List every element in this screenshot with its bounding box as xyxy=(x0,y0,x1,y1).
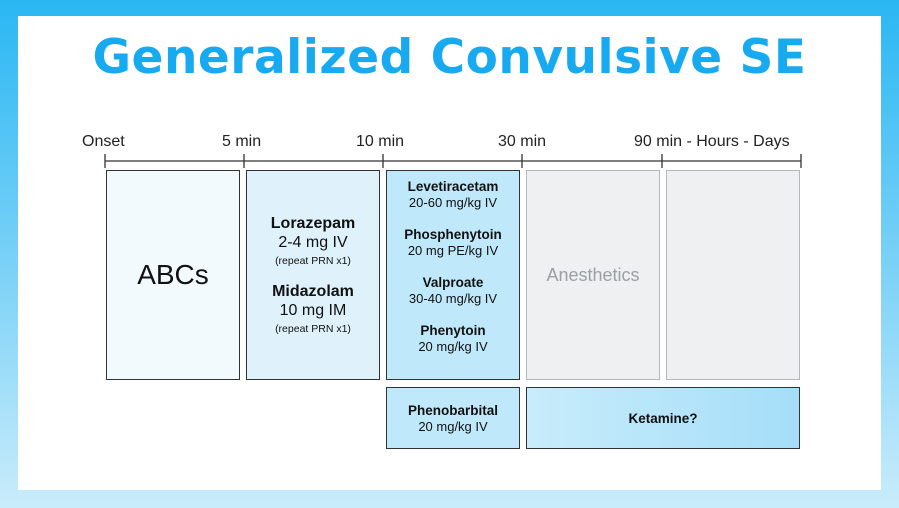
abcs-box: ABCs xyxy=(106,170,240,380)
valproate-group: Valproate 30-40 mg/kg IV xyxy=(409,275,497,306)
page-title: Generalized Convulsive SE xyxy=(92,30,807,85)
drug-name: Phosphenytoin xyxy=(404,227,502,242)
second-line-box: Levetiracetam 20-60 mg/kg IV Phosphenyto… xyxy=(386,170,520,380)
phosphenytoin-group: Phosphenytoin 20 mg PE/kg IV xyxy=(404,227,502,258)
drug-dose: 30-40 mg/kg IV xyxy=(408,291,498,306)
prolonged-box xyxy=(666,170,800,380)
first-line-box: Lorazepam 2-4 mg IV (repeat PRN x1) Mida… xyxy=(246,170,380,380)
lorazepam-group: Lorazepam 2-4 mg IV (repeat PRN x1) xyxy=(271,215,355,267)
drug-name: Levetiracetam xyxy=(407,179,499,194)
drug-dose: 10 mg IM xyxy=(279,302,347,319)
drug-note: (repeat PRN x1) xyxy=(275,323,351,335)
tick-label-5min: 5 min xyxy=(222,133,262,150)
drug-dose: 2-4 mg IV xyxy=(278,234,348,251)
drug-dose: 20 mg/kg IV xyxy=(418,339,488,354)
phenytoin-group: Phenytoin 20 mg/kg IV xyxy=(418,323,487,354)
anesthetics-box: Anesthetics xyxy=(526,170,660,380)
drug-dose: 20-60 mg/kg IV xyxy=(408,195,498,210)
phenobarbital-box: Phenobarbital 20 mg/kg IV xyxy=(386,387,520,449)
tick-label-onset: Onset xyxy=(82,133,125,150)
tick-label-30min: 30 min xyxy=(498,133,547,150)
levetiracetam-group: Levetiracetam 20-60 mg/kg IV xyxy=(408,179,499,210)
drug-note: (repeat PRN x1) xyxy=(275,255,351,267)
drug-name: Lorazepam xyxy=(270,215,356,232)
drug-name: Phenobarbital xyxy=(407,402,498,418)
drug-name: Valproate xyxy=(422,275,484,290)
abcs-label: ABCs xyxy=(137,259,209,290)
midazolam-group: Midazolam 10 mg IM (repeat PRN x1) xyxy=(272,283,354,335)
ketamine-box: Ketamine? xyxy=(526,387,800,449)
drug-dose: 20 mg PE/kg IV xyxy=(407,243,499,258)
drug-name: Midazolam xyxy=(272,283,354,300)
anesthetics-label: Anesthetics xyxy=(546,264,640,285)
drug-dose: 20 mg/kg IV xyxy=(418,418,488,434)
ketamine-label: Ketamine? xyxy=(628,410,698,426)
tick-label-90min: 90 min - Hours - Days xyxy=(634,133,790,150)
tick-label-10min: 10 min xyxy=(356,133,405,150)
drug-name: Phenytoin xyxy=(420,323,486,338)
